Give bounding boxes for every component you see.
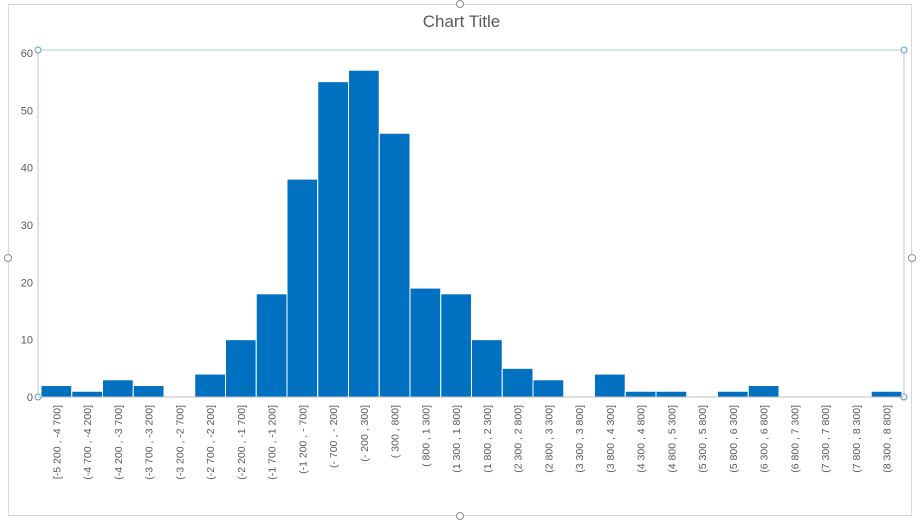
x-tick-label: (7 300 , 7 800] xyxy=(820,405,832,473)
x-tick-label: (7 800 , 8 300] xyxy=(851,405,863,473)
y-axis: 0 10 20 30 40 50 60 xyxy=(21,48,33,404)
histogram-bar[interactable] xyxy=(471,339,503,398)
x-tick-label: ( 300 , 800] xyxy=(390,405,402,458)
histogram-bar[interactable] xyxy=(747,385,780,398)
plot-area-handle[interactable] xyxy=(34,46,42,54)
histogram-bar[interactable] xyxy=(40,385,73,398)
resize-handle-right[interactable] xyxy=(908,254,916,262)
x-tick-label: (3 300 , 3 800] xyxy=(574,405,586,473)
histogram-bar[interactable] xyxy=(132,385,165,398)
x-tick-label: (-4 700 , -4 200] xyxy=(82,405,94,480)
histogram-bar[interactable] xyxy=(655,390,688,398)
histogram-bar[interactable] xyxy=(624,390,657,398)
x-tick-label: (2 300 , 2 800] xyxy=(513,405,525,473)
x-tick-label: (4 800 , 5 300] xyxy=(666,405,678,473)
plot-area-handle[interactable] xyxy=(900,46,908,54)
chart-title[interactable]: Chart Title xyxy=(422,12,501,31)
x-tick-label: (8 300 , 8 800] xyxy=(882,405,894,473)
x-tick-label: (1 800 , 2 300] xyxy=(482,405,494,473)
x-tick-label: (3 800 , 4 300] xyxy=(605,405,617,473)
histogram-bar[interactable] xyxy=(102,379,134,398)
histogram-bar[interactable] xyxy=(255,293,288,398)
x-tick-label: (5 300 , 5 800] xyxy=(697,405,709,473)
y-tick-label: 40 xyxy=(21,163,33,175)
histogram-bar[interactable] xyxy=(717,390,749,398)
histogram-bar[interactable] xyxy=(348,69,380,398)
x-axis: [-5 200 , -4 700] (-4 700 , -4 200] (-4 20… xyxy=(51,405,893,480)
x-tick-label: (-4 200 , -3 700] xyxy=(113,405,125,480)
x-tick-label: (5 800 , 6 300] xyxy=(728,405,740,473)
histogram-bar[interactable] xyxy=(71,390,103,398)
x-tick-label: (-3 200 , -2 700] xyxy=(174,405,186,480)
x-tick-label: (-3 700 , -3 200] xyxy=(144,405,156,480)
histogram-bar[interactable] xyxy=(870,390,903,398)
histogram-bar[interactable] xyxy=(409,287,442,398)
x-tick-label: (-2 700 , -2 200] xyxy=(205,405,217,480)
histogram-bar[interactable] xyxy=(225,339,257,398)
resize-handle-top[interactable] xyxy=(456,0,464,8)
histogram-bar[interactable] xyxy=(194,373,226,398)
x-tick-label: (6 300 , 6 800] xyxy=(759,405,771,473)
x-tick-label: ( 800 , 1 300] xyxy=(420,405,432,467)
x-tick-label: (2 800 , 3 300] xyxy=(543,405,555,473)
x-tick-label: (- 200 , 300] xyxy=(359,405,371,462)
histogram-bar[interactable] xyxy=(532,379,565,398)
histogram-bar[interactable] xyxy=(378,132,411,398)
x-tick-label: (6 800 , 7 300] xyxy=(789,405,801,473)
histogram-bar[interactable] xyxy=(440,293,472,398)
histogram-bar[interactable] xyxy=(501,367,534,398)
x-tick-label: (1 300 , 1 800] xyxy=(451,405,463,473)
y-tick-label: 10 xyxy=(21,335,33,347)
y-tick-label: 0 xyxy=(27,392,33,404)
histogram-bar[interactable] xyxy=(286,178,319,398)
x-tick-label: (4 300 , 4 800] xyxy=(636,405,648,473)
x-tick-label: (-2 200 , -1 700] xyxy=(236,405,248,480)
x-tick-label: (-1 700 , -1 200] xyxy=(267,405,279,480)
y-tick-label: 50 xyxy=(21,105,33,117)
x-tick-label: (- 700 , - 200] xyxy=(328,405,340,468)
resize-handle-bottom[interactable] xyxy=(456,512,464,520)
histogram-bar[interactable] xyxy=(317,81,349,398)
y-tick-label: 30 xyxy=(21,220,33,232)
y-tick-label: 60 xyxy=(21,48,33,60)
bars xyxy=(40,69,903,398)
resize-handle-left[interactable] xyxy=(4,254,12,262)
histogram-bar[interactable] xyxy=(594,373,626,398)
x-tick-label: (-1 200 , - 700] xyxy=(297,405,309,474)
x-tick-label: [-5 200 , -4 700] xyxy=(51,405,63,479)
y-tick-label: 20 xyxy=(21,277,33,289)
